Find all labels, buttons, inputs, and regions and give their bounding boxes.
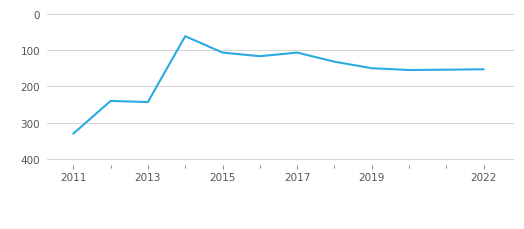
Overall Testing Rank of Eagle Middle School	[107, 100, 114, 103]
Overall Testing Rank of Eagle Middle School	[257, 56, 263, 58]
Overall Testing Rank of Eagle Middle School	[331, 61, 337, 64]
Overall Testing Rank of Eagle Middle School	[481, 69, 487, 71]
Overall Testing Rank of Eagle Middle School	[368, 68, 375, 70]
Overall Testing Rank of Eagle Middle School	[294, 52, 300, 55]
Line: Overall Testing Rank of Eagle Middle School: Overall Testing Rank of Eagle Middle Sch…	[73, 37, 484, 134]
Overall Testing Rank of Eagle Middle School	[70, 133, 77, 136]
Overall Testing Rank of Eagle Middle School	[406, 69, 412, 72]
Overall Testing Rank of Eagle Middle School	[220, 52, 226, 55]
Overall Testing Rank of Eagle Middle School	[145, 101, 151, 104]
Overall Testing Rank of Eagle Middle School	[182, 36, 188, 38]
